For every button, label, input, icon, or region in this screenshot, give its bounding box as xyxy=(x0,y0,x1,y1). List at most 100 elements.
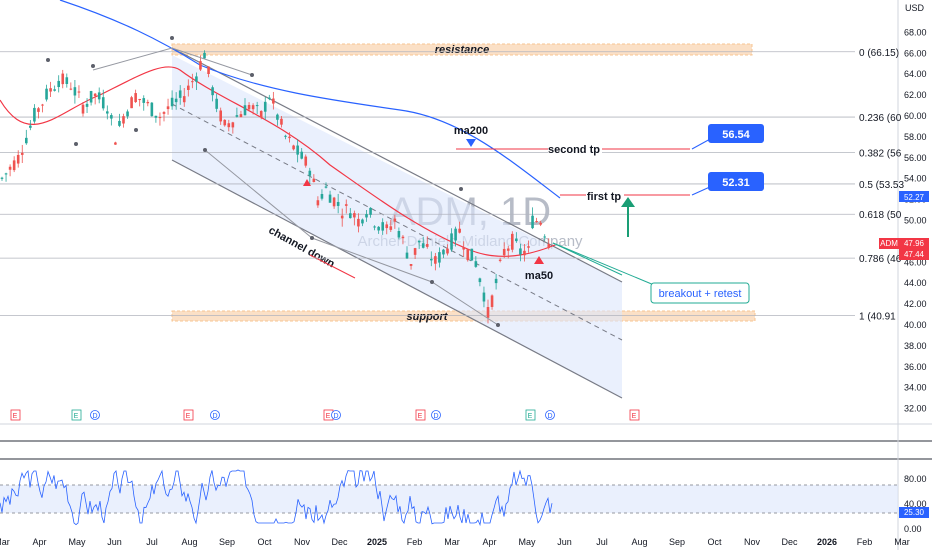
target-1-badge[interactable] xyxy=(708,172,764,191)
price-axis[interactable]: 68.00 66.00 64.00 62.00 60.00 58.00 56.00 54.00… xyxy=(904,27,927,413)
ma200-line xyxy=(59,0,561,199)
price-tick-label: 38.00 xyxy=(904,341,927,351)
osc-value-tag: 25.30 xyxy=(904,508,925,517)
candle-body xyxy=(458,228,461,233)
price-tick-label: 60.00 xyxy=(904,111,927,121)
candle-body xyxy=(535,221,538,223)
candle-body xyxy=(344,204,348,206)
price-tick-label: 64.00 xyxy=(904,69,927,79)
time-tick-label: Sep xyxy=(219,537,235,547)
dividend-marker xyxy=(545,410,555,420)
ma50-price-tag: 47.44 xyxy=(904,250,925,259)
event-marker-label: E xyxy=(632,413,637,420)
fib-levels: 0 (66.15) 0.236 (60 0.382 (56 0.5 (53.53 0.6… xyxy=(0,48,904,322)
price-tick-label: 62.00 xyxy=(904,90,927,100)
candle-body xyxy=(320,194,324,199)
candle-body xyxy=(425,244,429,247)
earnings-marker xyxy=(71,409,82,421)
candle-body xyxy=(158,117,162,119)
fib-label: 0.5 (53.53 xyxy=(859,180,904,191)
channel-fill xyxy=(172,55,622,398)
candle-body xyxy=(361,219,364,224)
target-1-value: 52.31 xyxy=(722,177,750,189)
candle-body xyxy=(187,85,190,90)
candle-body xyxy=(377,226,380,231)
candle-body xyxy=(61,73,65,85)
price-tick-label: 68.00 xyxy=(904,27,927,37)
second-tp-label: second tp xyxy=(548,144,600,156)
earnings-marker xyxy=(525,409,536,421)
candle-body xyxy=(409,264,413,266)
candle-body xyxy=(219,110,222,122)
candle-body xyxy=(239,114,243,118)
up-arrowhead-icon xyxy=(621,197,635,207)
candle-body xyxy=(118,120,121,126)
event-marker-label: E xyxy=(13,413,18,420)
price-tick-label: 42.00 xyxy=(904,299,927,309)
price-tick-label: 58.00 xyxy=(904,132,927,142)
candle-body xyxy=(336,201,340,206)
time-tick-label: Aug xyxy=(181,537,197,547)
candle-body xyxy=(304,156,308,166)
candle-body xyxy=(401,236,405,239)
symbol-tag: ADM xyxy=(880,239,898,248)
first-tp-label: first tp xyxy=(587,191,622,203)
pivot-dots xyxy=(46,36,500,327)
channel-upper-line[interactable] xyxy=(171,47,623,283)
earnings-marker xyxy=(415,409,426,421)
target-2-badge[interactable] xyxy=(708,124,764,143)
candle-body xyxy=(223,119,227,126)
candle-body xyxy=(397,231,401,238)
price-tick-label: 34.00 xyxy=(904,383,927,393)
candle-body xyxy=(154,115,158,118)
candle-body xyxy=(122,116,125,124)
price-tick-label: 40.00 xyxy=(904,320,927,330)
time-tick-label: Mar xyxy=(0,537,10,547)
price-tick-label: 50.00 xyxy=(904,216,927,226)
time-tick-label: May xyxy=(518,537,536,547)
event-marker-label: E xyxy=(186,413,191,420)
event-marker-label: D xyxy=(333,413,338,420)
candle-body xyxy=(450,233,453,250)
candle-body xyxy=(166,106,170,110)
candle-body xyxy=(506,248,510,251)
candle-body xyxy=(29,125,32,128)
ma50-line xyxy=(0,66,556,257)
osc-tick-0: 0.00 xyxy=(904,524,922,534)
candle-body xyxy=(417,240,421,243)
candle-body xyxy=(482,292,486,302)
candle-body xyxy=(211,87,214,96)
time-tick-label: Oct xyxy=(707,537,722,547)
target-2-value: 56.54 xyxy=(722,129,750,141)
fib-label: 0 (66.15) xyxy=(859,48,899,59)
ma200-arrow-icon xyxy=(466,139,476,147)
time-tick-label: Feb xyxy=(407,537,423,547)
time-axis[interactable]: Mar Apr May Jun Jul Aug Sep Oct Nov Dec 2025 Feb Mar… xyxy=(0,537,910,547)
candle-body xyxy=(243,105,247,116)
candle-body xyxy=(73,87,77,96)
time-tick-label: Dec xyxy=(331,537,348,547)
candle-body xyxy=(114,142,117,145)
candle-body xyxy=(110,115,113,119)
candle-body xyxy=(381,222,384,231)
channel-lower-line[interactable] xyxy=(171,159,623,399)
channel-underline xyxy=(309,254,356,279)
candle-body xyxy=(203,52,206,59)
candle-body xyxy=(284,135,287,137)
candle-body xyxy=(543,236,546,238)
candle-body xyxy=(421,243,425,248)
channel-mid-line xyxy=(171,103,623,341)
candle-body xyxy=(434,256,437,264)
time-tick-label: Oct xyxy=(257,537,272,547)
candle-body xyxy=(4,173,8,175)
breakout-callout[interactable] xyxy=(650,282,750,304)
pivot-line-lower xyxy=(204,149,499,326)
ma50-label: ma50 xyxy=(525,270,553,282)
candle-body xyxy=(296,145,299,155)
event-marker-label: E xyxy=(326,413,331,420)
ma200-price-tag: 52.27 xyxy=(904,193,925,202)
candle-body xyxy=(20,152,24,155)
